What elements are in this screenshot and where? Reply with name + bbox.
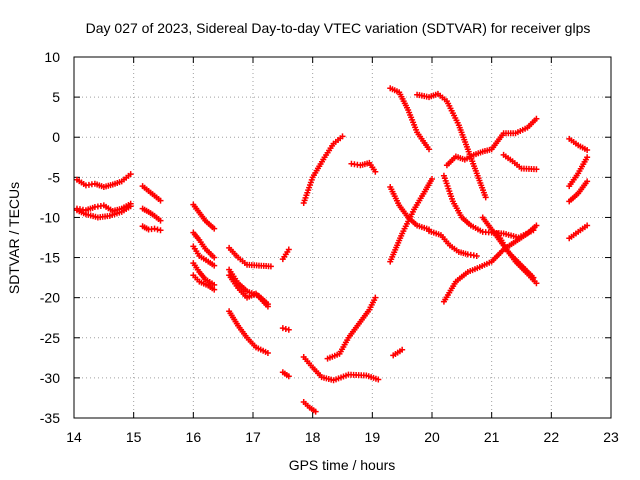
x-tick-label: 20 xyxy=(424,429,440,445)
plot-frame xyxy=(73,56,612,419)
data-point xyxy=(285,373,292,380)
x-tick-label: 15 xyxy=(126,429,142,445)
data-point xyxy=(372,294,379,301)
x-tick-label: 18 xyxy=(305,429,321,445)
x-tick-label: 22 xyxy=(544,429,560,445)
data-point xyxy=(584,154,591,161)
data-point xyxy=(584,147,591,154)
data-point xyxy=(533,166,540,173)
data-point xyxy=(399,346,406,353)
data-point xyxy=(151,225,158,232)
x-tick-label: 16 xyxy=(186,429,202,445)
data-point xyxy=(211,225,218,232)
x-tick-label: 14 xyxy=(66,429,82,445)
data-point xyxy=(339,133,346,140)
x-tick-label: 19 xyxy=(365,429,381,445)
data-point xyxy=(211,254,218,261)
data-point xyxy=(211,286,218,293)
data-point xyxy=(312,408,319,415)
data-point xyxy=(211,262,218,269)
y-tick-label: 10 xyxy=(44,49,60,65)
data-point xyxy=(154,226,161,233)
data-point xyxy=(264,350,271,357)
data-point xyxy=(429,175,435,182)
y-tick-label: -30 xyxy=(40,370,60,386)
grid xyxy=(74,57,611,418)
data-point xyxy=(264,303,271,310)
data-point xyxy=(533,222,540,229)
y-tick-label: -15 xyxy=(40,250,60,266)
y-tick-label: -35 xyxy=(40,410,60,426)
axis-ticks: 14 15 16 17 18 19 20 21 22 23 10 5 0 -5 -10 -15 -20 -25 -3… xyxy=(40,49,619,445)
data-point xyxy=(533,115,540,122)
data-point xyxy=(533,280,540,287)
y-tick-label: -20 xyxy=(40,290,60,306)
data-point xyxy=(267,263,274,270)
data-point xyxy=(157,197,164,204)
data-point xyxy=(584,222,591,229)
y-axis-label: SDTVAR / TECUs xyxy=(6,182,22,294)
y-tick-label: -5 xyxy=(48,169,61,185)
y-tick-label: 5 xyxy=(52,89,60,105)
chart-title: Day 027 of 2023, Sidereal Day-to-day VTE… xyxy=(86,20,591,36)
data-point xyxy=(426,146,433,153)
y-tick-label: -10 xyxy=(40,209,60,225)
data-point xyxy=(157,217,164,224)
data-point xyxy=(375,376,382,383)
data-point xyxy=(127,203,134,210)
data-point xyxy=(372,168,379,175)
data-point xyxy=(157,227,164,234)
x-axis-label: GPS time / hours xyxy=(289,457,396,473)
x-tick-label: 17 xyxy=(245,429,261,445)
data-point xyxy=(127,171,134,178)
x-tick-label: 21 xyxy=(484,429,500,445)
y-tick-label: -25 xyxy=(40,330,60,346)
data-points xyxy=(73,85,591,415)
data-point xyxy=(285,326,292,333)
data-point xyxy=(285,246,292,253)
data-point xyxy=(473,252,480,259)
data-point xyxy=(482,194,489,201)
data-point xyxy=(279,325,286,332)
data-point xyxy=(282,325,289,332)
y-tick-label: 0 xyxy=(52,129,60,145)
x-tick-label: 23 xyxy=(603,429,619,445)
data-point xyxy=(584,178,591,185)
